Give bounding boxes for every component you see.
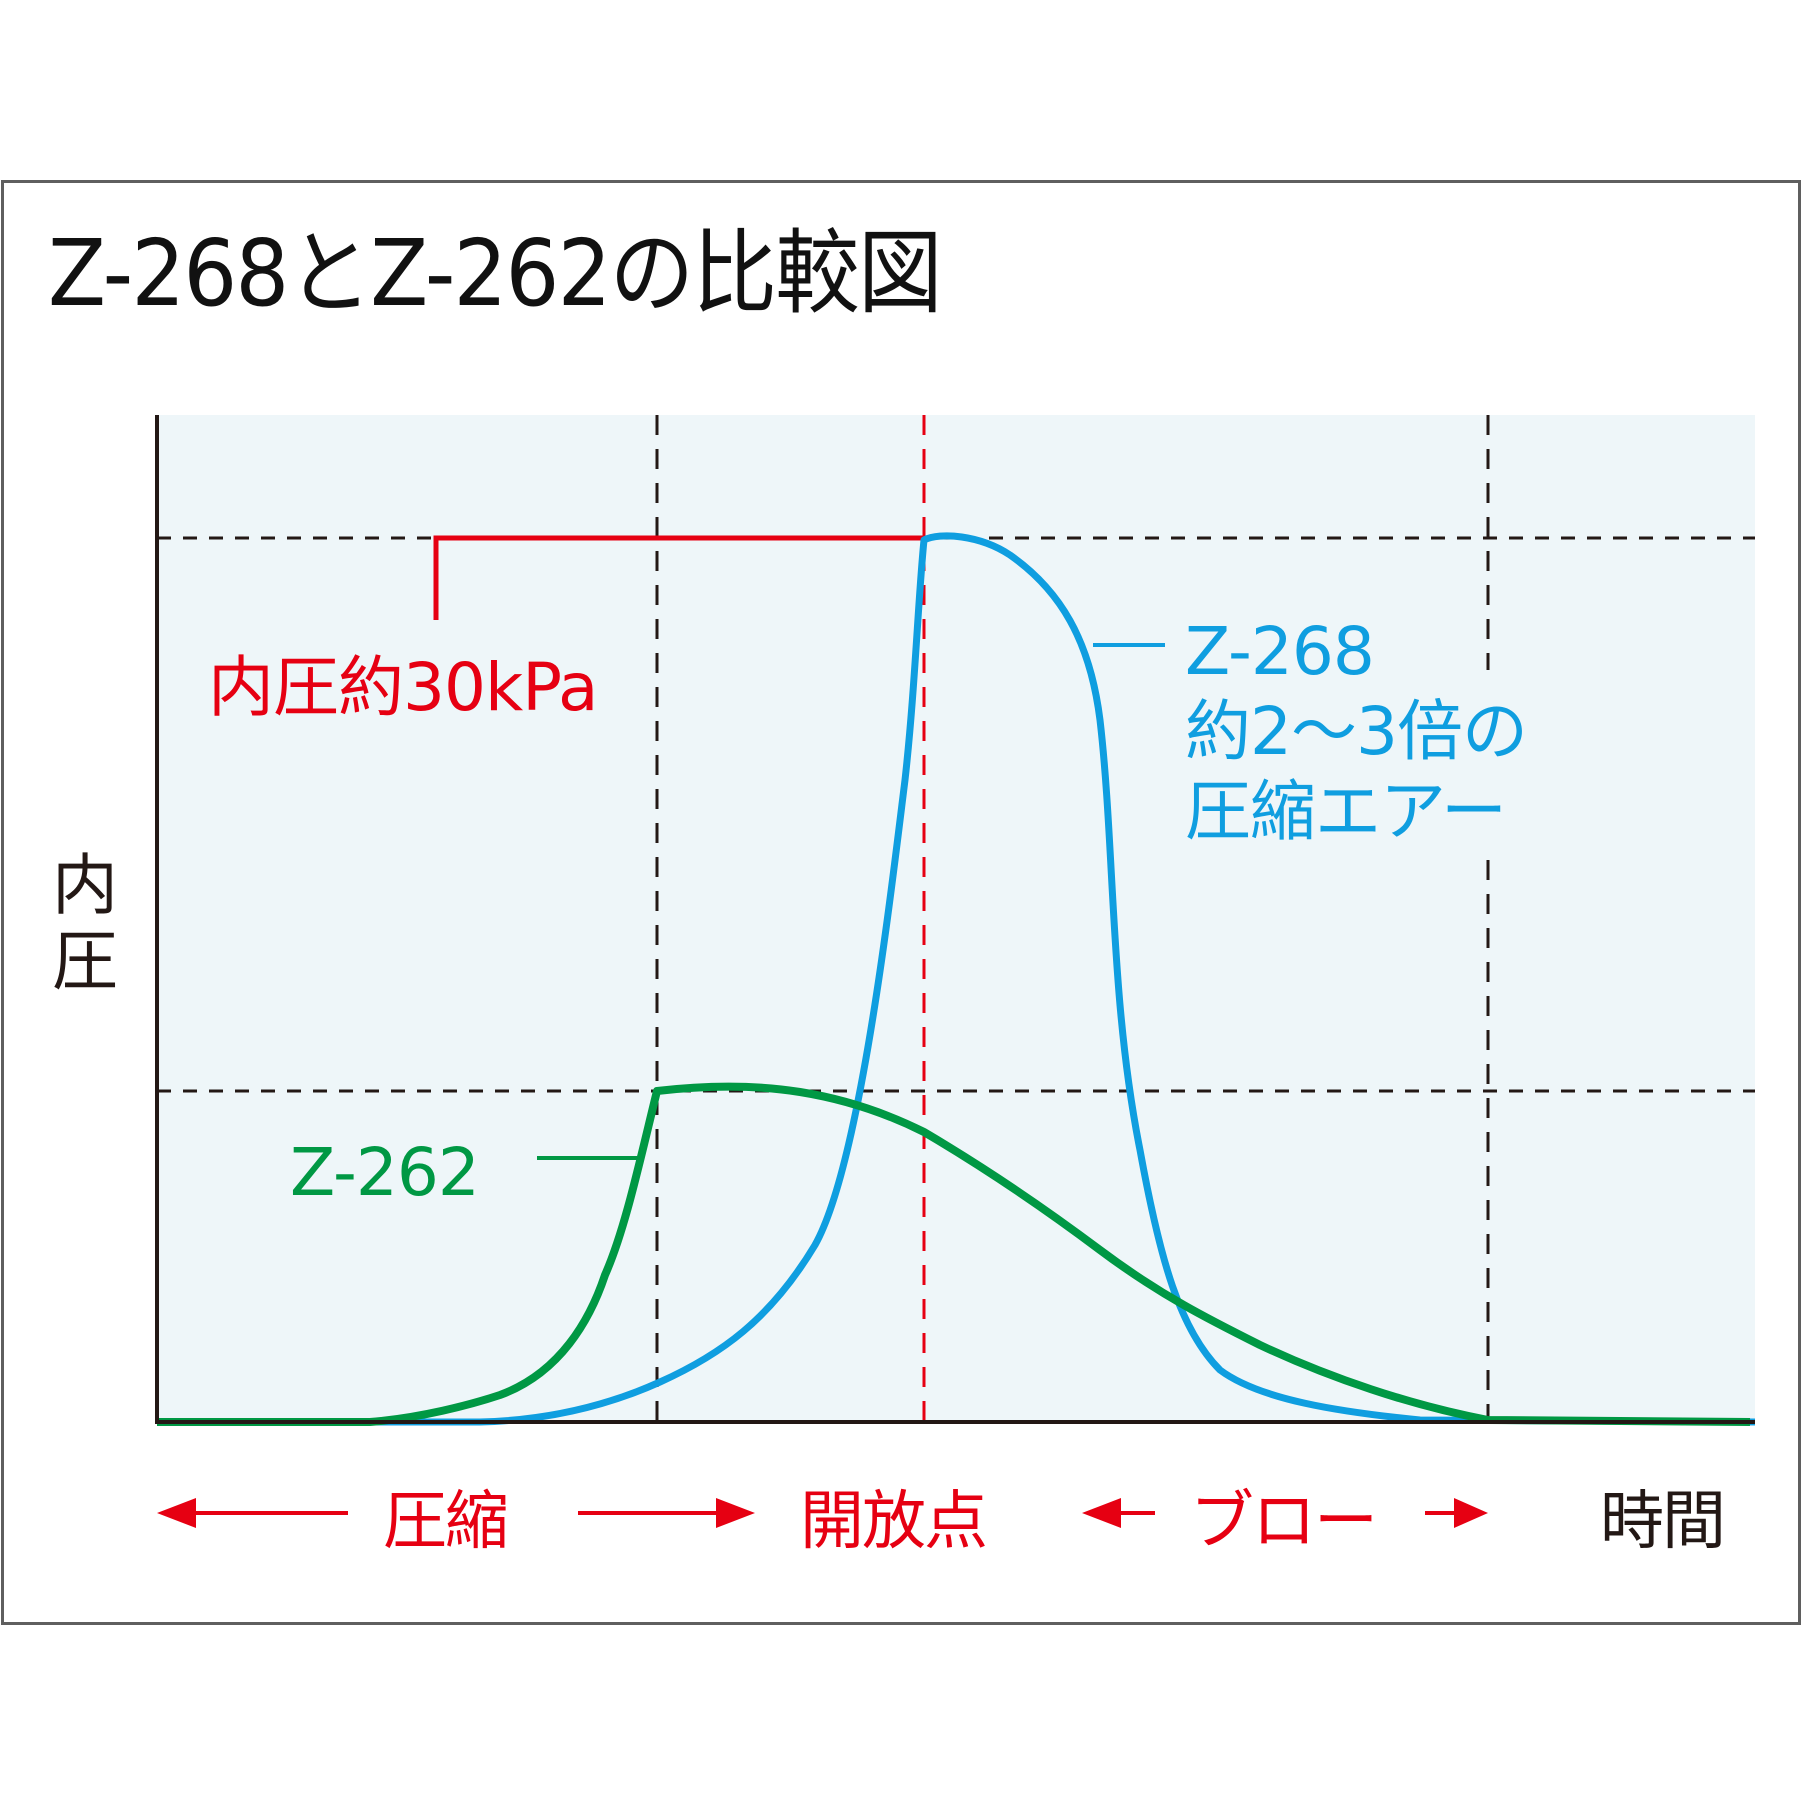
z268-desc-line-1: 約2〜3倍の	[1185, 693, 1528, 770]
z268-annotation: Z-268 約2〜3倍の 圧縮エアー	[1185, 612, 1528, 852]
z268-desc-line-2: 圧縮エアー	[1185, 773, 1507, 850]
x-axis-label: 時間	[1600, 1485, 1726, 1559]
pressure-callout-line	[433, 535, 924, 620]
chart-title: Z-268とZ-262の比較図	[48, 220, 943, 327]
pressure-annotation: 内圧約30kPa	[208, 649, 598, 726]
y-axis-label-char-1: 内	[52, 847, 118, 924]
z262-curve	[157, 1082, 1751, 1426]
left-arrowhead-icon	[157, 1498, 196, 1528]
right-arrowhead-icon	[716, 1498, 755, 1528]
phase-arrows	[157, 1498, 1488, 1528]
z268-curve	[157, 532, 1756, 1426]
y-axis-label-char-2: 圧	[52, 923, 118, 1000]
phase-blow-label: ブロー	[1190, 1485, 1378, 1559]
y-axis-label: 内 圧	[50, 848, 120, 1000]
z268-series-label: Z-268	[1185, 613, 1375, 690]
plot-background	[157, 415, 1755, 1422]
right-arrowhead-icon	[1454, 1498, 1488, 1528]
phase-compression-label: 圧縮	[383, 1485, 509, 1559]
phase-release-point-label: 開放点	[800, 1485, 988, 1559]
left-arrowhead-icon	[1082, 1498, 1121, 1528]
z262-series-label: Z-262	[290, 1134, 480, 1211]
